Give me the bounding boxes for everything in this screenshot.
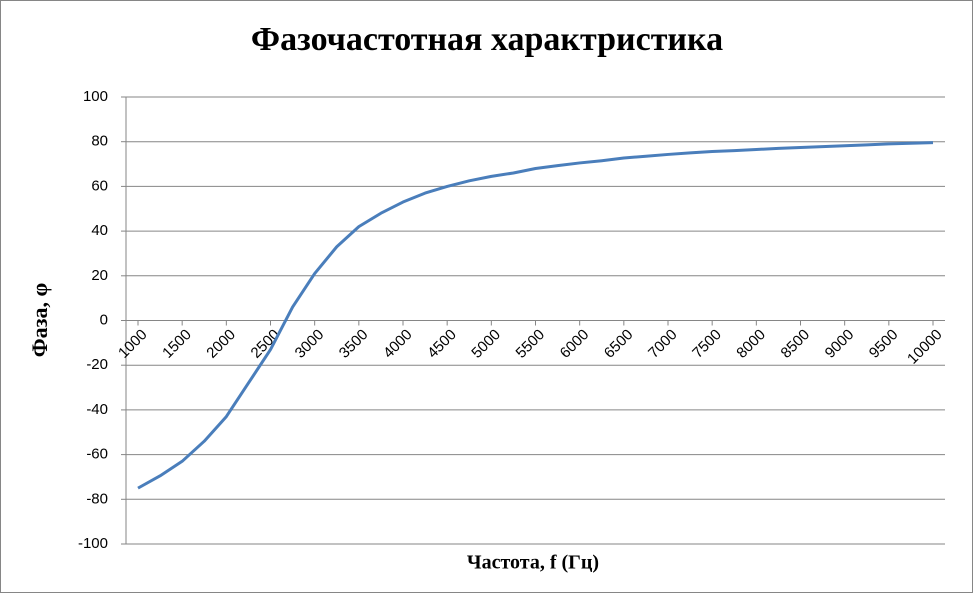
y-tick-label: 100 (83, 88, 108, 105)
y-tick-label: -20 (86, 356, 108, 373)
y-tick-label: -40 (86, 401, 108, 418)
y-tick-label: -100 (78, 535, 108, 552)
y-tick-label: 20 (91, 267, 108, 284)
x-axis-label: Частота, f (Гц) (467, 552, 599, 574)
y-tick-label: 40 (91, 222, 108, 239)
y-tick-label: 80 (91, 133, 108, 150)
y-axis-label: Фаза, φ (27, 283, 52, 357)
y-tick-label: 60 (91, 177, 108, 194)
data-line (137, 141, 934, 490)
y-tick-label: -60 (86, 446, 108, 463)
y-tick-label: -80 (86, 490, 108, 507)
chart-title: Фазочастотная характристика (251, 21, 723, 58)
y-tick-label: 0 (100, 311, 108, 328)
